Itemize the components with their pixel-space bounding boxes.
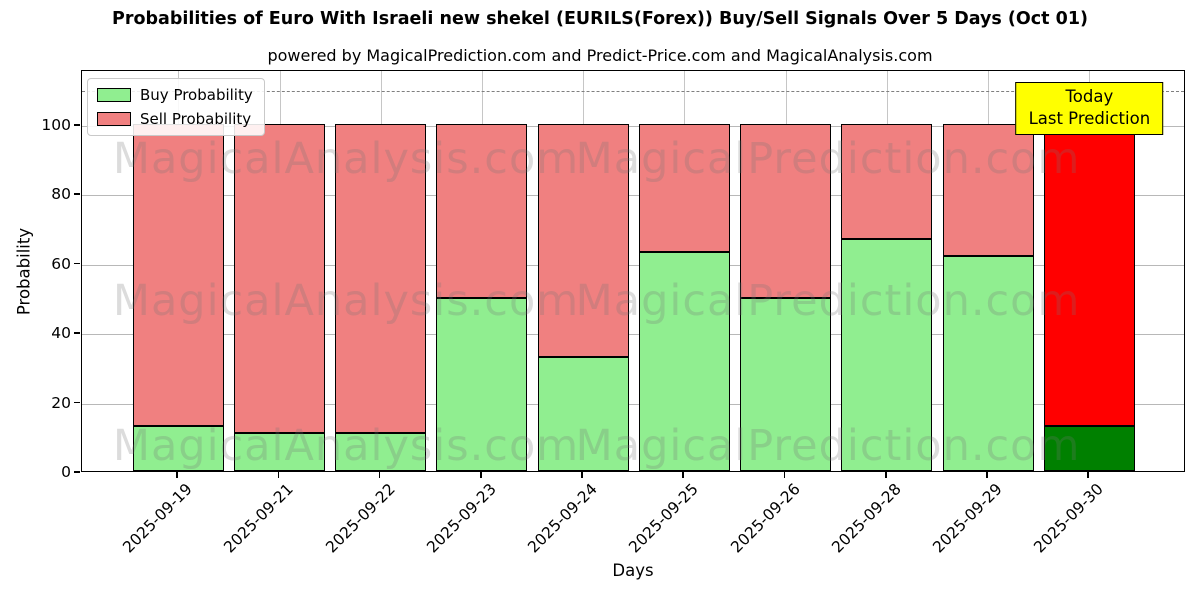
buy-bar-segment	[740, 297, 832, 471]
x-tick-mark	[581, 472, 583, 478]
h-gridline	[82, 195, 1184, 197]
sell-bar-segment	[1043, 124, 1135, 426]
y-tick-mark	[74, 401, 80, 404]
watermark-text: MagicalPrediction.com	[575, 134, 1081, 184]
sell-bar-segment	[740, 124, 832, 298]
h-gridline	[82, 403, 1184, 405]
h-gridline	[82, 334, 1184, 336]
sell-bar-segment	[234, 124, 326, 433]
y-tick-label: 80	[51, 185, 71, 204]
y-tick-mark	[74, 262, 80, 265]
x-tick-label: 2025-09-25	[625, 480, 703, 557]
x-tick-label: 2025-09-19	[119, 480, 197, 557]
x-tick-mark	[986, 472, 988, 478]
watermark-text: MagicalAnalysis.com	[112, 276, 580, 326]
plot-area: MagicalAnalysis.com MagicalPrediction.com…	[81, 70, 1185, 472]
h-gridline	[82, 126, 1184, 127]
x-tick-label: 2025-09-23	[423, 480, 500, 557]
x-tick-label: 2025-09-30	[1030, 480, 1108, 557]
buy-bar-segment	[132, 425, 224, 471]
x-axis-label: Days	[612, 561, 654, 580]
buy-bar-segment	[537, 356, 629, 471]
today-annotation: Today Last Prediction	[1015, 82, 1164, 135]
x-tick-label: 2025-09-24	[524, 480, 601, 557]
x-tick-mark	[176, 472, 178, 478]
today-annotation-line2: Last Prediction	[1028, 109, 1151, 129]
chart-subtitle: powered by MagicalPrediction.com and Pre…	[267, 46, 933, 65]
today-threshold-dashed-line	[82, 91, 1184, 93]
y-tick-label: 100	[41, 116, 71, 134]
buy-bar-segment	[841, 238, 933, 471]
watermark-text: MagicalAnalysis.com	[112, 421, 580, 471]
buy-bar-segment	[234, 432, 326, 471]
watermark-text: MagicalAnalysis.com	[112, 134, 580, 184]
watermark-text: MagicalPrediction.com	[575, 276, 1081, 326]
legend-sell-label: Sell Probability	[140, 110, 252, 128]
buy-bar-segment	[436, 297, 528, 471]
chart-title: Probabilities of Euro With Israeli new s…	[112, 9, 1088, 29]
legend-item-buy: Buy Probability	[97, 86, 253, 104]
sell-bar-segment	[841, 124, 933, 239]
buy-bar-segment	[638, 252, 730, 471]
y-tick-mark	[74, 332, 80, 334]
y-tick-label: 20	[51, 393, 71, 412]
buy-bar-segment	[1043, 425, 1135, 471]
y-tick-mark	[74, 124, 80, 126]
x-tick-mark	[682, 472, 685, 478]
sell-bar-segment	[537, 124, 629, 357]
sell-bar-segment	[335, 124, 427, 433]
x-tick-label: 2025-09-26	[726, 480, 804, 557]
y-tick-label: 60	[51, 254, 71, 273]
y-tick-label: 40	[51, 324, 71, 343]
y-tick-mark	[74, 193, 80, 195]
x-tick-mark	[378, 472, 381, 478]
legend: Buy Probability Sell Probability	[87, 78, 265, 136]
watermark-text: MagicalPrediction.com	[575, 421, 1081, 471]
today-annotation-line1: Today	[1065, 87, 1114, 106]
buy-swatch-icon	[97, 88, 131, 102]
x-tick-mark	[1087, 472, 1089, 478]
x-tick-mark	[277, 472, 280, 478]
y-tick-label: 0	[61, 463, 71, 481]
legend-item-sell: Sell Probability	[97, 110, 253, 128]
x-tick-mark	[783, 472, 786, 478]
sell-bar-segment	[436, 124, 528, 298]
x-tick-label: 2025-09-29	[929, 480, 1006, 557]
legend-buy-label: Buy Probability	[140, 86, 253, 104]
buy-bar-segment	[942, 255, 1034, 471]
x-tick-label: 2025-09-28	[828, 480, 905, 557]
x-tick-label: 2025-09-22	[322, 480, 399, 557]
x-tick-mark	[884, 472, 887, 478]
sell-swatch-icon	[97, 112, 131, 126]
h-gridline	[82, 264, 1184, 266]
y-tick-mark	[74, 471, 80, 473]
x-tick-label: 2025-09-21	[220, 480, 298, 557]
x-tick-mark	[479, 472, 482, 478]
buy-bar-segment	[335, 432, 427, 471]
sell-bar-segment	[638, 124, 730, 253]
sell-bar-segment	[942, 124, 1034, 256]
